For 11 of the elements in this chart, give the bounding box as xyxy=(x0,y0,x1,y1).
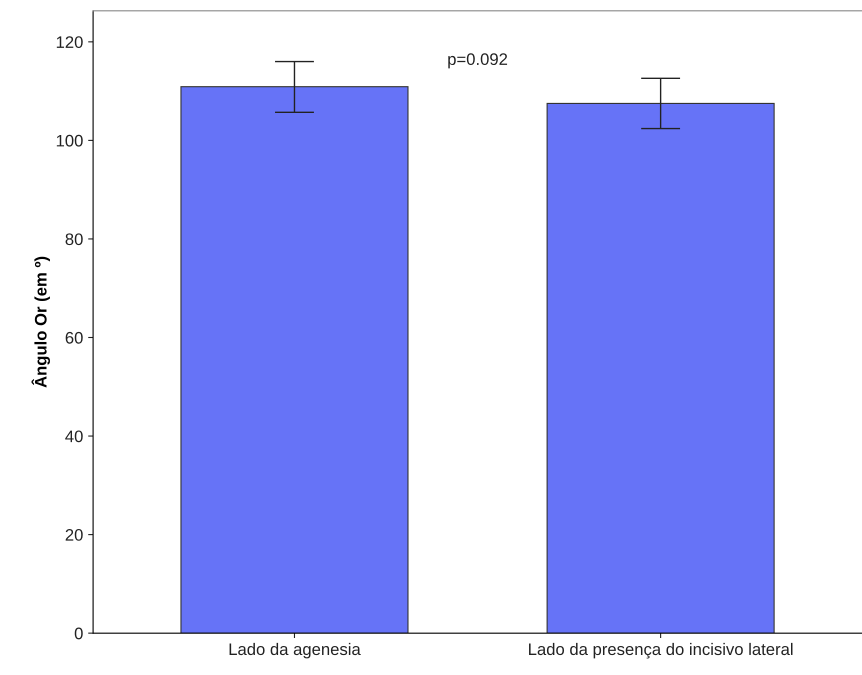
y-tick-label: 80 xyxy=(66,233,83,246)
y-axis-title: Ângulo Or (em º) xyxy=(32,256,50,388)
y-tick-label: 60 xyxy=(66,332,83,344)
y-tick-label: 100 xyxy=(56,134,83,147)
x-tick-label: Lado da agenesia xyxy=(230,642,361,658)
y-tick-label: 120 xyxy=(56,36,83,48)
y-tick-label: 20 xyxy=(66,529,83,541)
y-tick-label: 40 xyxy=(65,430,83,442)
annotation: p=0.092 xyxy=(448,53,508,68)
y-tick-label: 0 xyxy=(74,628,83,640)
x-tick-label: Lado da presença do incisivo lateral xyxy=(529,642,792,658)
